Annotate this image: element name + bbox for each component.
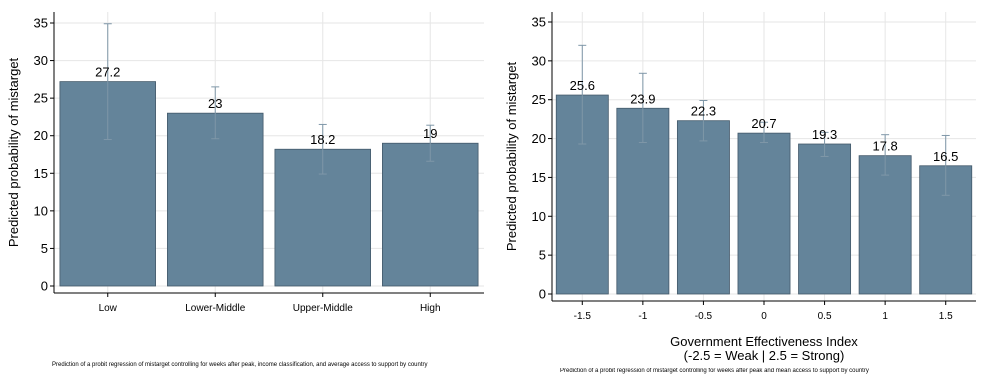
chart-income-classification: 0 5 10 15 20 25 30 35 27.2 Low 23 Lower-Middle 18.2 U… [6,12,484,314]
y-tick-label: 10 [532,209,546,224]
y-tick-label: 15 [34,166,48,181]
x-tick-label: Lower-Middle [185,303,245,314]
x-tick-label: 0 [761,311,767,322]
y-tick-label: 25 [34,91,48,106]
y-tick-label: 35 [532,15,546,30]
y-tick-label: 35 [34,16,48,31]
data-label: 18.2 [310,132,335,147]
bar [737,132,791,295]
x-axis-title: Government Effectiveness Index [670,334,858,349]
x-tick-label: -0.5 [695,311,713,322]
y-tick-label: 0 [41,279,48,294]
data-label: 23 [208,96,222,111]
y-tick-label: 15 [532,170,546,185]
y-tick-label: 5 [539,248,546,263]
x-tick-label: Upper-Middle [293,303,353,314]
y-tick-label: 5 [41,241,48,256]
y-tick-label: 25 [532,92,546,107]
y-axis-title: Predicted probability of mistarget [6,57,21,247]
data-label: 16.5 [933,149,958,164]
bar [676,120,730,295]
x-axis-subtitle: (-2.5 = Weak | 2.5 = Strong) [684,348,845,363]
x-tick-label: 0.5 [818,311,832,322]
chart-right-note: Prediction of a probit regression of mis… [560,368,869,374]
data-label: 27.2 [95,65,120,80]
data-label: 22.3 [691,104,716,119]
x-tick-label: Low [99,303,118,314]
data-label: 17.8 [872,139,897,154]
x-tick-label: 1 [882,311,888,322]
data-label: 19 [423,126,437,141]
y-tick-label: 30 [34,53,48,68]
bar [858,155,912,295]
x-tick-label: -1.5 [574,311,592,322]
bar [798,143,852,295]
y-axis-title: Predicted probability of mistarget [504,61,519,251]
x-tick-label: -1 [638,311,647,322]
data-label: 19.3 [812,127,837,142]
chart-left-note: Prediction of a probit regression of mis… [52,362,428,368]
y-tick-label: 20 [532,131,546,146]
y-tick-label: 20 [34,128,48,143]
bar [382,142,479,287]
y-tick-label: 10 [34,203,48,218]
x-tick-label: High [420,303,441,314]
data-label: 25.6 [570,78,595,93]
chart-government-effectiveness: 0510152025303525.6-1.523.9-122.3-0.520.7… [504,12,976,363]
data-label: 23.9 [630,91,655,106]
y-tick-label: 0 [539,287,546,302]
x-tick-label: 1.5 [939,311,953,322]
y-tick-label: 30 [532,53,546,68]
data-label: 20.7 [751,116,776,131]
bar [167,112,264,287]
